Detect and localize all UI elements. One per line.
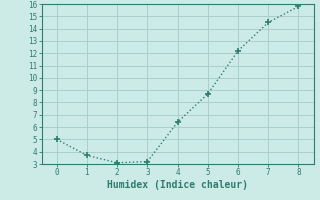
X-axis label: Humidex (Indice chaleur): Humidex (Indice chaleur) <box>107 180 248 190</box>
